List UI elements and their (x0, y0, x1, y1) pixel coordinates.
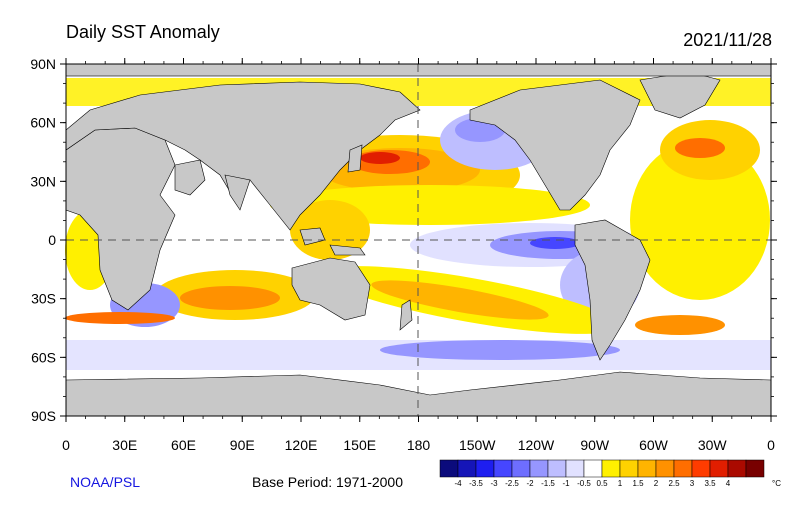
colorbar-label: -3.5 (469, 479, 483, 488)
colorbar-swatch (655, 459, 675, 478)
lon-tick-label: 60W (639, 437, 669, 453)
colorbar-swatch (439, 459, 459, 478)
land-new-guinea (329, 244, 366, 256)
colorbar-label: 4 (726, 479, 731, 488)
colorbar-swatch (511, 459, 531, 478)
land-new-zealand (399, 299, 413, 331)
base-period-text: Base Period: 1971-2000 (252, 474, 403, 490)
colorbar-swatch (583, 459, 603, 478)
lon-tick-label: 60E (171, 437, 196, 453)
land-india (224, 174, 251, 211)
colorbar-label: -4 (454, 479, 462, 488)
lon-tick-label: 150E (343, 437, 376, 453)
colorbar-label: -2 (526, 479, 534, 488)
lon-tick-label: 90E (230, 437, 255, 453)
colorbar-label: 3 (690, 479, 695, 488)
land-eurasia (65, 81, 421, 231)
lat-tick-label: 60S (31, 349, 56, 365)
colorbar-label: -2.5 (505, 479, 519, 488)
map-date: 2021/11/28 (683, 30, 772, 50)
colorbar-swatch (547, 459, 567, 478)
colorbar-swatch (457, 459, 477, 478)
colorbar-swatch (493, 459, 513, 478)
colorbar-swatch (529, 459, 549, 478)
colorbar-label: 1 (618, 479, 623, 488)
lon-tick-label: 30E (112, 437, 137, 453)
map-title: Daily SST Anomaly (66, 22, 220, 42)
colorbar-label: -1 (562, 479, 570, 488)
colorbar-label: -1.5 (541, 479, 555, 488)
colorbar-label: 3.5 (704, 479, 716, 488)
land-north-america (469, 79, 641, 211)
colorbar-swatch (745, 459, 765, 478)
colorbar-swatch (601, 459, 621, 478)
credit-text: NOAA/PSL (70, 474, 141, 490)
lon-tick-label: 0 (62, 437, 70, 453)
lat-tick-label: 30S (31, 291, 56, 307)
colorbar-label: 0.5 (596, 479, 608, 488)
colorbar-unit: °C (772, 479, 781, 488)
lon-tick-label: 180 (407, 437, 431, 453)
land-australia (291, 257, 371, 321)
lon-tick-label: 90W (580, 437, 610, 453)
colorbar-swatch (637, 459, 657, 478)
lat-tick-label: 30N (30, 173, 56, 189)
lon-tick-label: 120W (518, 437, 555, 453)
colorbar-swatch (673, 459, 693, 478)
land-japan (347, 144, 363, 173)
lon-tick-label: 150W (459, 437, 496, 453)
colorbar-label: 2.5 (668, 479, 680, 488)
lat-tick-label: 90S (31, 408, 56, 424)
colorbar-swatch (691, 459, 711, 478)
colorbar-swatch (709, 459, 729, 478)
colorbar-swatch (619, 459, 639, 478)
lon-tick-label: 120E (285, 437, 318, 453)
colorbar-swatch (475, 459, 495, 478)
map-axes: 90N 60N 30N 0 30S 60S 90S 0 30E 60E 90E 120E 150E 180… (30, 56, 777, 453)
lat-tick-label: 0 (48, 232, 56, 248)
colorbar-label: -0.5 (577, 479, 591, 488)
colorbar-label: -3 (490, 479, 498, 488)
colorbar: -4 -3.5 -3 -2.5 -2 -1.5 -1 -0.5 0.5 1 1.5 2 2.5 3 3.5 4… (439, 459, 781, 488)
lon-tick-label: 30W (698, 437, 728, 453)
lat-tick-label: 90N (30, 56, 56, 72)
colorbar-swatch (565, 459, 585, 478)
lon-tick-label: 0 (767, 437, 775, 453)
colorbar-label: 1.5 (632, 479, 644, 488)
lat-tick-label: 60N (30, 115, 56, 131)
colorbar-swatch (727, 459, 747, 478)
colorbar-label: 2 (654, 479, 659, 488)
land-arabia (174, 159, 206, 196)
